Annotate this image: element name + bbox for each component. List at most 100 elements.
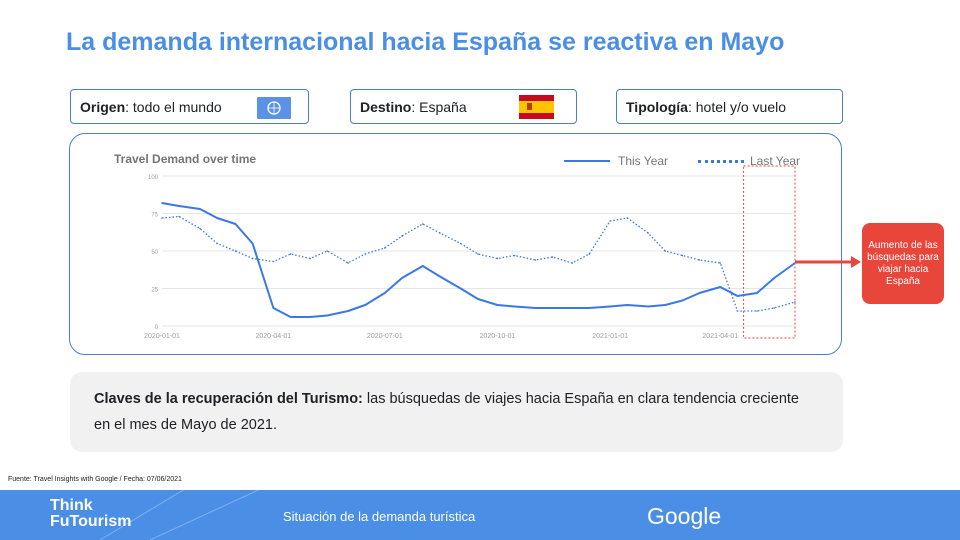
data-point (272, 307, 275, 309)
page-title: La demanda internacional hacia España se… (66, 28, 785, 56)
legend-this-year-label: This Year (618, 154, 669, 168)
data-point (459, 287, 462, 290)
typology-value: : hotel y/o vuelo (687, 98, 787, 115)
data-point (477, 253, 479, 255)
data-point (421, 223, 424, 225)
data-point (664, 304, 667, 306)
data-point (421, 265, 424, 267)
y-tick-label: 100 (148, 175, 159, 181)
data-point (289, 316, 292, 318)
legend-last-year: Last Year (698, 154, 800, 168)
data-point (347, 262, 349, 264)
y-tick-label: 0 (155, 325, 159, 331)
data-point (216, 242, 218, 245)
brand-line-2: FuTourism (50, 513, 132, 530)
data-point (347, 310, 349, 312)
data-point (773, 277, 775, 279)
data-point (534, 259, 537, 261)
arrow-icon (795, 256, 861, 268)
data-point (459, 242, 462, 245)
spain-flag-icon (519, 95, 554, 119)
data-point (513, 254, 516, 257)
origin-label: Origen (80, 98, 126, 115)
data-point (534, 307, 537, 309)
y-tick-label: 25 (151, 288, 158, 294)
data-point (698, 259, 701, 261)
google-logo: Google (647, 503, 722, 529)
destination-filter[interactable]: Destino : España (350, 89, 577, 124)
data-point (647, 232, 649, 234)
x-tick-label: 2021-04-01 (702, 333, 738, 340)
data-point (199, 227, 201, 230)
destination-label: Destino (360, 98, 412, 115)
data-point (588, 307, 591, 309)
travel-demand-chart: 0 25 50 75 100 2020-01-01 2020-04-01 2020-07-01… (144, 165, 796, 340)
data-point (289, 253, 292, 255)
highlight-region (743, 165, 796, 339)
data-point (719, 286, 722, 288)
data-point (626, 304, 629, 306)
brand-line-1: Think (50, 497, 93, 514)
legend-dotted-swatch (698, 159, 744, 163)
origin-value: : todo el mundo (125, 98, 222, 115)
data-point (326, 250, 329, 252)
data-point (736, 295, 739, 297)
data-point (756, 310, 758, 312)
data-point (609, 305, 611, 308)
data-point (609, 220, 611, 222)
data-point (756, 292, 758, 294)
typology-filter[interactable]: Tipología : hotel y/o vuelo (616, 89, 843, 124)
data-point (647, 305, 649, 308)
data-point (251, 242, 254, 245)
data-point (384, 247, 386, 249)
legend-this-year: This Year (564, 154, 668, 168)
data-point (496, 257, 499, 260)
source-note: Fuente: Travel Insights with Google / Fe… (8, 476, 182, 483)
data-point (161, 217, 163, 219)
y-tick-label: 75 (151, 213, 158, 219)
data-point (496, 304, 499, 306)
data-point (736, 310, 739, 312)
data-point (626, 217, 629, 219)
data-point (681, 254, 684, 257)
footer-decoration (99, 490, 260, 540)
destination-value: : España (411, 98, 467, 115)
data-point (309, 316, 311, 318)
data-point (794, 301, 796, 303)
un-flag-icon (257, 97, 291, 119)
data-point (551, 256, 554, 258)
data-point (161, 202, 163, 204)
data-point (234, 223, 237, 225)
data-point (401, 277, 403, 279)
x-tick-label: 2020-01-01 (144, 333, 180, 340)
legend-solid-swatch (564, 160, 610, 162)
chart-panel: Travel Demand over time This Year Last Y… (69, 133, 842, 355)
key-insight-box: Claves de la recuperación del Turismo: l… (70, 372, 843, 452)
series-line-last-year (161, 215, 796, 312)
data-point (234, 250, 237, 252)
footer-bar: Think FuTourism Situación de la demanda … (0, 490, 960, 540)
data-point (439, 232, 441, 234)
data-point (178, 215, 180, 218)
x-tick-label: 2020-07-01 (367, 333, 403, 340)
x-tick-label: 2020-04-01 (256, 333, 292, 340)
data-point (364, 304, 367, 306)
footer-subtitle: Situación de la demanda turística (283, 509, 476, 524)
data-point (681, 299, 684, 302)
data-point (571, 307, 573, 309)
y-tick-label: 50 (151, 250, 158, 256)
callout-box: Aumento de las búsquedas para viajar hac… (862, 223, 944, 304)
data-point (216, 217, 218, 219)
data-point (664, 250, 667, 252)
data-point (309, 257, 311, 260)
chart-title: Travel Demand over time (114, 152, 257, 166)
data-point (384, 292, 386, 294)
data-point (178, 205, 180, 207)
data-point (199, 208, 201, 210)
key-insight-heading: Claves de la recuperación del Turismo: (94, 391, 363, 407)
data-point (477, 298, 479, 300)
data-point (251, 257, 254, 260)
key-insight-text: las búsquedas de viajes hacia España en … (94, 391, 799, 433)
origin-filter[interactable]: Origen : todo el mundo (70, 89, 309, 124)
data-point (364, 253, 367, 255)
